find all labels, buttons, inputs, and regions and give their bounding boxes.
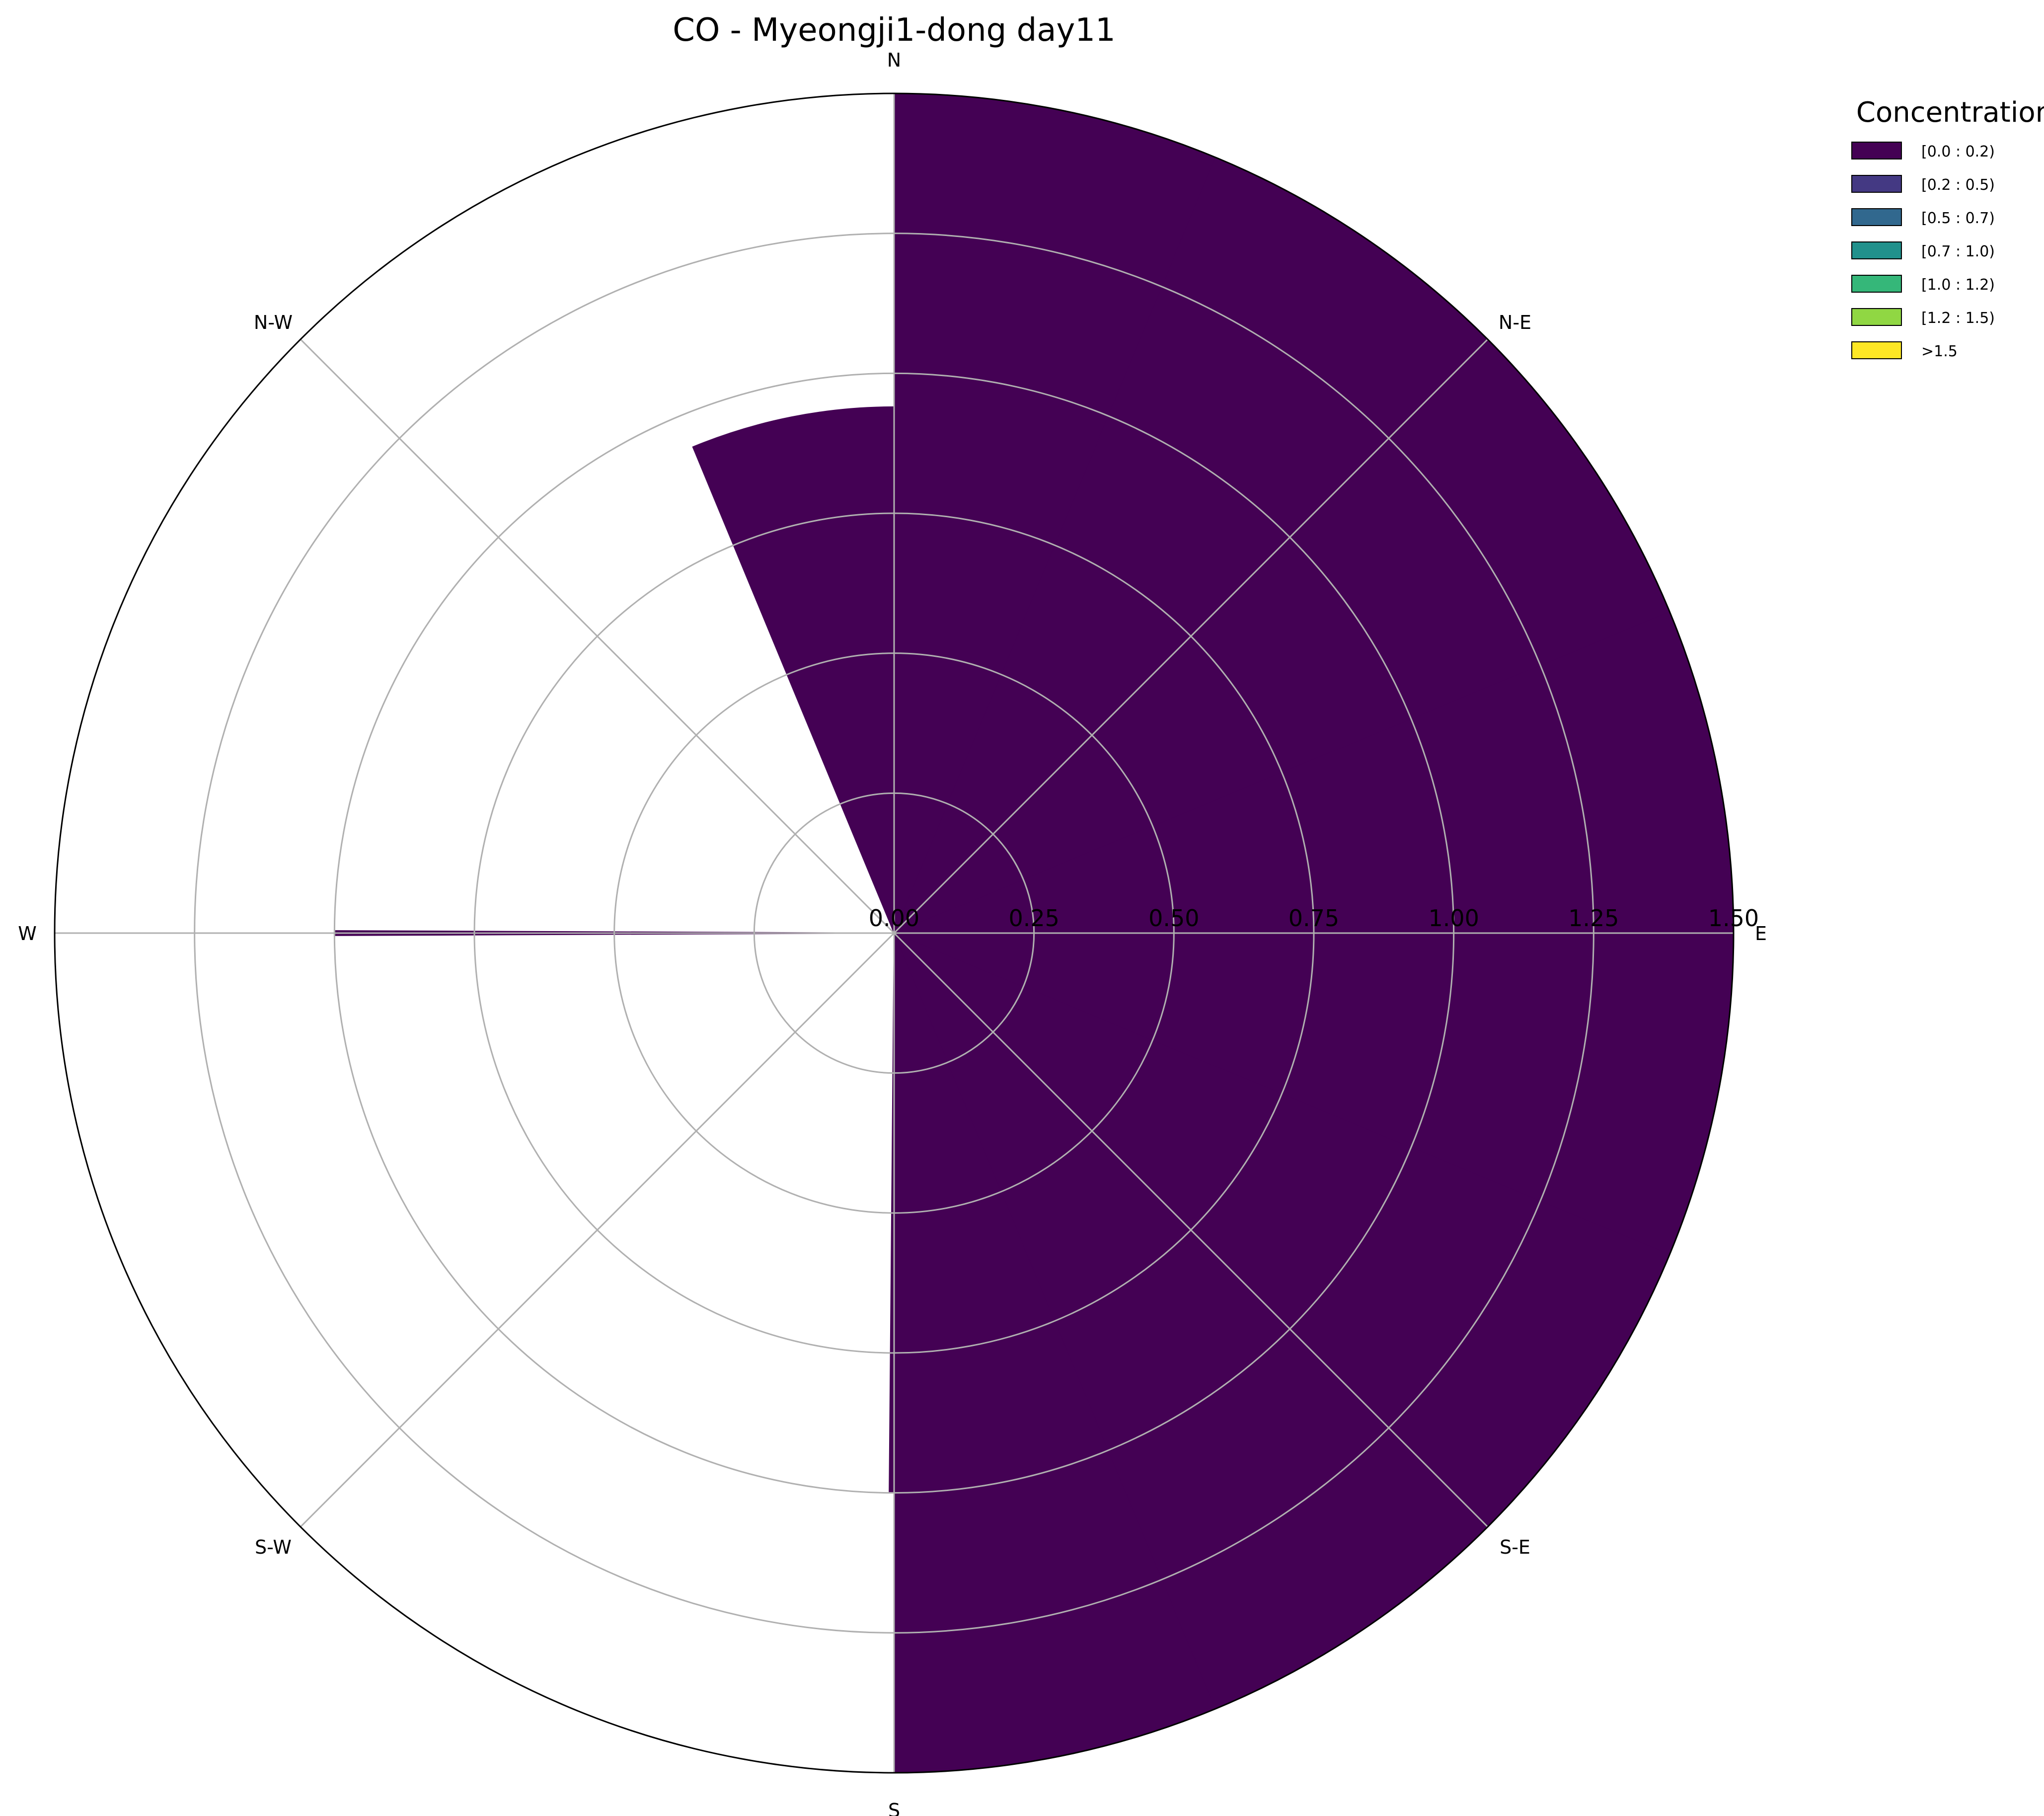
chart-title: CO - Myeongji1-dong day11 [673,12,1116,49]
legend-label-0: [0.0 : 0.2) [1921,143,1995,160]
legend-label-2: [0.5 : 0.7) [1921,210,1995,227]
grid-layer [54,92,1735,1774]
direction-label-n: N [887,49,901,71]
legend-swatch-0 [1851,142,1902,159]
grid-spoke-s-e [893,932,1489,1528]
direction-label-e: E [1755,923,1767,945]
radial-tick-label-0: 0.00 [869,905,919,932]
radial-tick-label-1: 0.25 [1008,905,1059,932]
sector-n-1 [692,406,895,934]
radial-tick-label-3: 0.75 [1288,905,1339,932]
outer-ring [54,92,1735,1774]
radial-tick-label-2: 0.50 [1148,905,1199,932]
direction-label-s: S [888,1800,900,1816]
direction-label-n-w: N-W [254,312,293,333]
grid-spoke-n-w [300,338,895,934]
legend-label-5: [1.2 : 1.5) [1921,310,1995,327]
legend-swatch-2 [1851,208,1902,226]
legend-label-6: >1.5 [1921,343,1958,360]
legend-swatch-3 [1851,241,1902,259]
grid-spoke-s-w [300,932,895,1528]
legend-swatch-4 [1851,275,1902,293]
radial-tick-label-4: 1.00 [1428,905,1479,932]
legend: Concentration [0.0 : 0.2) [0.2 : 0.5) [0.5… [1851,96,2044,360]
legend-label-1: [0.2 : 0.5) [1921,176,1995,194]
radial-tick-label-5: 1.25 [1568,905,1619,932]
legend-label-3: [0.7 : 1.0) [1921,243,1995,260]
direction-label-w: W [18,923,37,945]
grid-spoke-n-e [893,338,1489,934]
radial-tick-label-6: 1.50 [1708,905,1759,932]
labels-layer: N N-E E S-E S S-W W N-W 0.00 0.25 0.50 0.75 1.00 1.25… [18,49,1767,1816]
legend-swatch-5 [1851,308,1902,326]
legend-label-4: [1.0 : 1.2) [1921,276,1995,294]
direction-label-s-e: S-E [1500,1536,1530,1558]
direction-label-s-w: S-W [255,1536,292,1558]
legend-swatch-1 [1851,175,1902,193]
direction-label-n-e: N-E [1499,312,1531,333]
legend-title: Concentration [1856,96,2044,129]
legend-swatch-6 [1851,341,1902,359]
